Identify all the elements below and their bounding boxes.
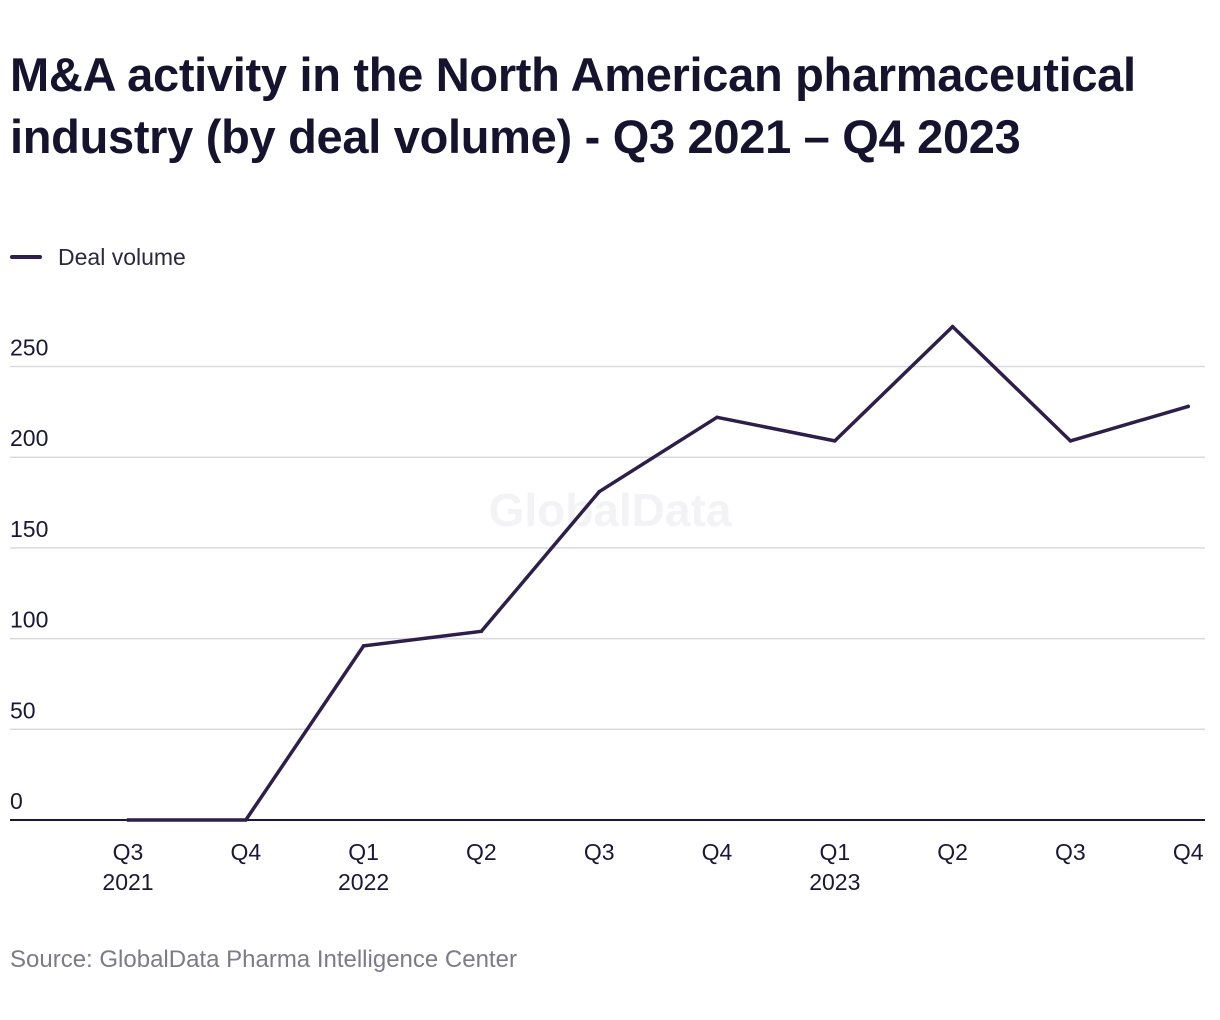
data-point — [833, 439, 837, 443]
watermark: GlobalData — [489, 484, 732, 536]
x-tick-label: Q3 — [584, 839, 615, 865]
chart-title: M&A activity in the North American pharm… — [10, 48, 1136, 163]
data-point — [1186, 404, 1190, 409]
data-point — [479, 629, 484, 634]
x-axis-ticks: Q3 2021 Q4 Q1 2022 Q2 Q3 Q4 Q1 2023 Q2 Q3 Q4 — [102, 839, 1203, 895]
x-tick-label: Q3 — [1055, 839, 1086, 865]
y-tick-label: 200 — [10, 425, 48, 451]
y-axis-ticks: 0 50 100 150 200 250 — [10, 335, 48, 815]
data-point — [597, 489, 601, 494]
y-tick-label: 100 — [10, 607, 48, 633]
x-tick-label: Q4 — [1173, 839, 1204, 865]
x-tick-year-label: 2022 — [338, 869, 389, 895]
legend-swatch — [10, 255, 42, 259]
y-tick-label: 50 — [10, 697, 36, 723]
grid-lines — [10, 365, 1205, 731]
x-tick-label: Q3 — [113, 839, 144, 865]
x-tick-label: Q2 — [937, 839, 968, 865]
y-tick-label: 150 — [10, 516, 48, 542]
x-tick-label: Q4 — [702, 839, 733, 865]
x-tick-label: Q1 — [348, 839, 379, 865]
data-point — [126, 818, 130, 822]
data-point — [950, 324, 955, 329]
x-tick-label: Q4 — [230, 839, 261, 865]
x-tick-label: Q1 — [819, 839, 850, 865]
data-points — [126, 324, 1190, 822]
legend: Deal volume — [10, 240, 186, 274]
x-tick-label: Q2 — [466, 839, 497, 865]
y-tick-label: 0 — [10, 788, 23, 814]
x-tick-year-label: 2021 — [102, 869, 153, 895]
line-chart: GlobalData 0 50 100 150 200 250 Q3 2021 Q4 Q1 202… — [10, 324, 1205, 895]
data-point — [244, 818, 248, 822]
data-point — [715, 415, 719, 420]
y-tick-label: 250 — [10, 335, 48, 361]
series-line-deal-volume — [126, 324, 1190, 822]
source-note: Source: GlobalData Pharma Intelligence C… — [10, 946, 517, 973]
data-point — [1068, 439, 1073, 443]
data-point — [361, 644, 366, 648]
legend-label: Deal volume — [58, 243, 186, 270]
x-tick-year-label: 2023 — [809, 869, 860, 895]
